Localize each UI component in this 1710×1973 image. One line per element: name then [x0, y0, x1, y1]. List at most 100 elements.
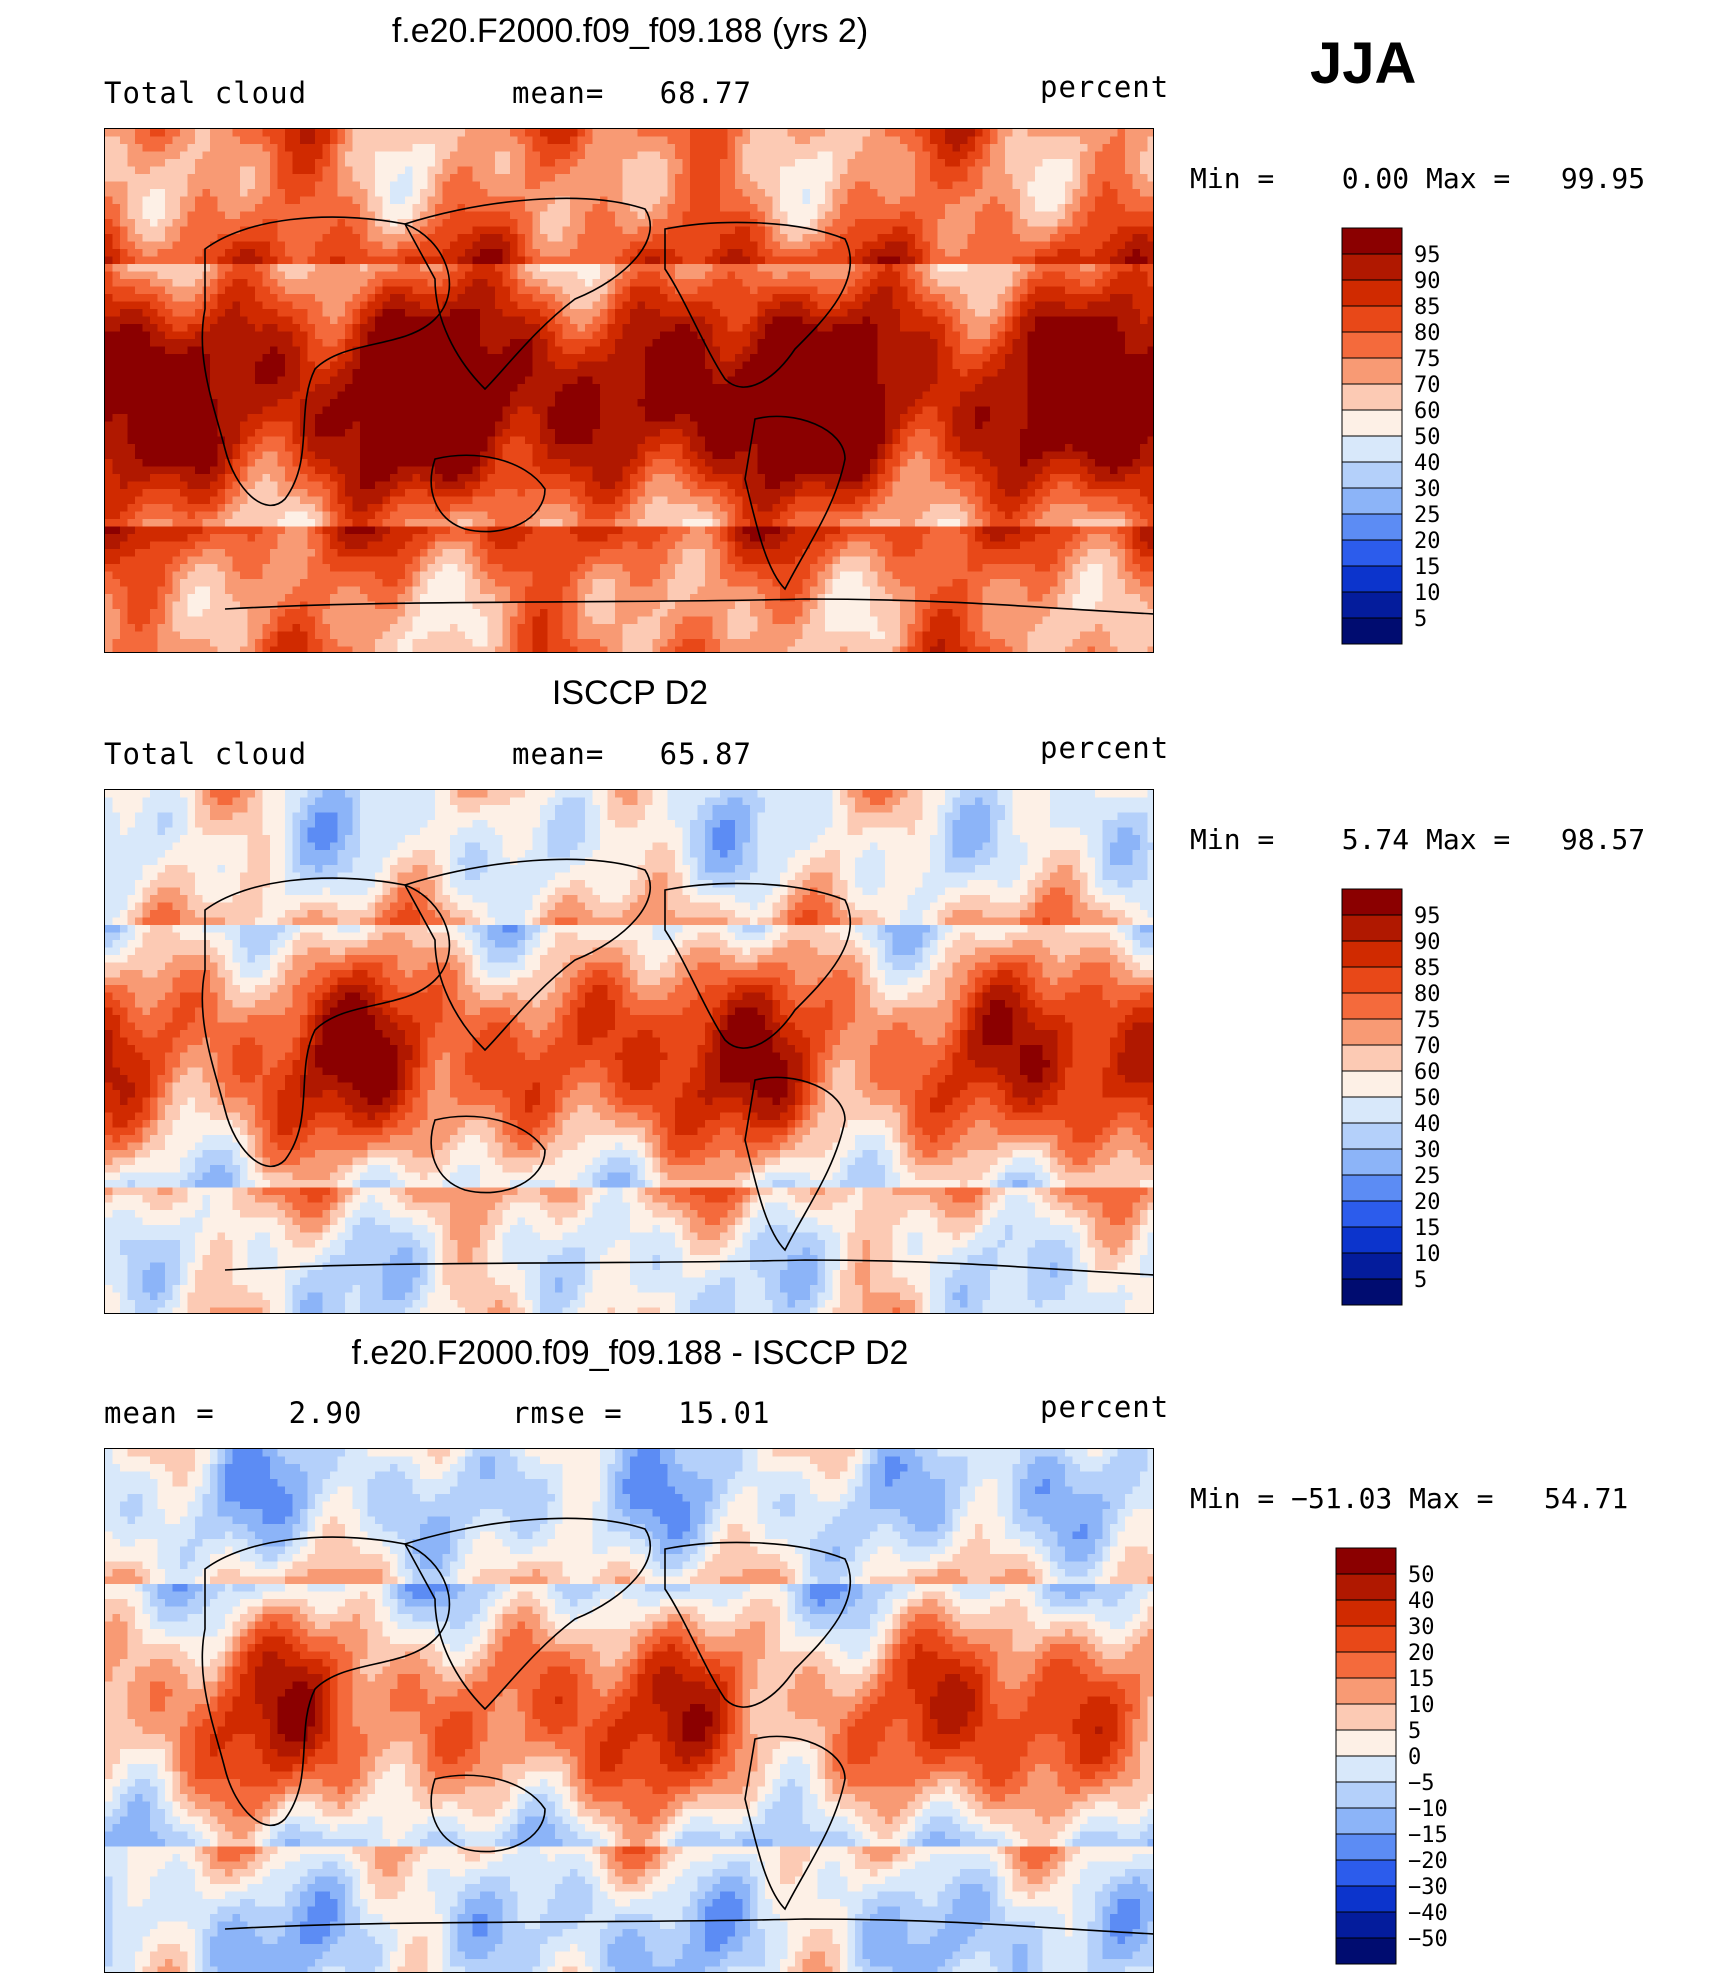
- colorbar-box: [1341, 966, 1403, 994]
- colorbar-tick-label: 25: [1414, 1164, 1441, 1189]
- colorbar-tick-label: −5: [1408, 1771, 1435, 1796]
- colorbar-tick-label: 40: [1414, 1112, 1441, 1137]
- panel-2-contour-field: [105, 790, 1153, 1313]
- colorbar-box: [1335, 1781, 1397, 1809]
- colorbar-box: [1341, 513, 1403, 541]
- panel-3-title: f.e20.F2000.f09_f09.188 - ISCCP D2: [180, 1334, 1080, 1373]
- colorbar-tick-label: 30: [1408, 1615, 1435, 1640]
- colorbar-box: [1335, 1755, 1397, 1783]
- contour-cells: [105, 129, 1153, 652]
- colorbar-tick-label: 90: [1414, 269, 1441, 294]
- colorbar-box: [1341, 888, 1403, 916]
- colorbar-tick-label: 70: [1414, 373, 1441, 398]
- coastline-outline: [224, 1259, 1153, 1276]
- colorbar-tick-label: 50: [1414, 1086, 1441, 1111]
- colorbar-box: [1341, 1174, 1403, 1202]
- coastline-outline: [201, 216, 451, 506]
- colorbar-box: [1341, 279, 1403, 307]
- colorbar-tick-label: 10: [1414, 581, 1441, 606]
- colorbar-tick-label: 20: [1414, 529, 1441, 554]
- coastline-outline: [201, 1536, 451, 1826]
- panel-3-contour-field: [105, 1449, 1153, 1972]
- colorbar-box: [1341, 1252, 1403, 1280]
- panel-1-variable-label: Total cloud: [104, 76, 307, 110]
- colorbar-box: [1335, 1911, 1397, 1939]
- colorbar-tick-label: 30: [1414, 1138, 1441, 1163]
- panel-3-units-label: percent: [1040, 1390, 1169, 1424]
- panel-1-units-label: percent: [1040, 70, 1169, 104]
- colorbar-box: [1341, 992, 1403, 1020]
- colorbar-box: [1341, 1148, 1403, 1176]
- contour-cells: [105, 1449, 1153, 1972]
- coastline-outline: [664, 1541, 852, 1708]
- colorbar-box: [1341, 591, 1403, 619]
- coastline-outline: [430, 454, 546, 533]
- colorbar-box: [1335, 1547, 1397, 1575]
- panel-3-mean-label: mean = 2.90: [104, 1396, 362, 1430]
- coastline-outline: [403, 1517, 651, 1711]
- panel-3-rmse-label: rmse = 15.01: [512, 1396, 770, 1430]
- colorbar-box: [1341, 227, 1403, 255]
- colorbar-box: [1341, 617, 1403, 645]
- colorbar-tick-label: 75: [1414, 1008, 1441, 1033]
- colorbar-tick-label: −40: [1408, 1901, 1448, 1926]
- panel-3-minmax: Min = −51.03 Max = 54.71: [1190, 1482, 1628, 1515]
- colorbar-box: [1341, 409, 1403, 437]
- colorbar-tick-label: 90: [1414, 930, 1441, 955]
- colorbar-box: [1335, 1599, 1397, 1627]
- panel-2-minmax: Min = 5.74 Max = 98.57: [1190, 823, 1645, 856]
- colorbar-tick-label: 75: [1414, 347, 1441, 372]
- colorbar-tick-label: 60: [1414, 1060, 1441, 1085]
- colorbar-tick-label: 15: [1414, 555, 1441, 580]
- colorbar-box: [1335, 1937, 1397, 1965]
- colorbar-box: [1341, 1070, 1403, 1098]
- colorbar-tick-label: 25: [1414, 503, 1441, 528]
- colorbar-box: [1341, 1044, 1403, 1072]
- panel-1-colorbar: 95 90 85 80 75 70 60 50 40 30 25 20 15 10 5: [1341, 227, 1502, 648]
- panel-1-mean-label: mean= 68.77: [512, 76, 752, 110]
- colorbar-tick-label: −30: [1408, 1875, 1448, 1900]
- colorbar-box: [1335, 1703, 1397, 1731]
- panel-2-units-label: percent: [1040, 731, 1169, 765]
- colorbar-tick-label: −20: [1408, 1849, 1448, 1874]
- colorbar-box: [1341, 1122, 1403, 1150]
- colorbar-box: [1335, 1651, 1397, 1679]
- colorbar-tick-label: 95: [1414, 243, 1441, 268]
- panel-3-map: [104, 1448, 1154, 1973]
- coastline-outline: [744, 415, 846, 591]
- colorbar-tick-label: 95: [1414, 904, 1441, 929]
- panel-2-mean-label: mean= 65.87: [512, 737, 752, 771]
- panel-2-variable-label: Total cloud: [104, 737, 307, 771]
- panel-3-colorbar: 50 40 30 20 15 10 5 0 −5 −10 −15 −20 −30 −40 −50: [1335, 1547, 1496, 1968]
- panel-1-contour-field: [105, 129, 1153, 652]
- colorbar-box: [1335, 1625, 1397, 1653]
- colorbar-tick-label: 5: [1414, 1268, 1427, 1293]
- colorbar-box: [1341, 1278, 1403, 1306]
- colorbar-tick-label: 15: [1408, 1667, 1435, 1692]
- colorbar-tick-label: −15: [1408, 1823, 1448, 1848]
- colorbar-box: [1335, 1677, 1397, 1705]
- coastline-outline: [430, 1115, 546, 1194]
- panel-1-map: [104, 128, 1154, 653]
- colorbar-tick-label: 85: [1414, 295, 1441, 320]
- colorbar-tick-label: 5: [1414, 607, 1427, 632]
- coastline-outline: [201, 877, 451, 1167]
- colorbar-box: [1341, 1200, 1403, 1228]
- season-label: JJA: [1310, 30, 1416, 97]
- colorbar-box: [1341, 539, 1403, 567]
- colorbar-tick-label: 10: [1408, 1693, 1435, 1718]
- colorbar-box: [1341, 1018, 1403, 1046]
- colorbar-tick-label: 50: [1408, 1563, 1435, 1588]
- colorbar-tick-label: 20: [1408, 1641, 1435, 1666]
- colorbar-tick-label: 60: [1414, 399, 1441, 424]
- colorbar-tick-label: 30: [1414, 477, 1441, 502]
- colorbar-box: [1341, 1096, 1403, 1124]
- colorbar-box: [1341, 331, 1403, 359]
- colorbar-tick-label: 15: [1414, 1216, 1441, 1241]
- colorbar-tick-label: −50: [1408, 1927, 1448, 1952]
- colorbar-box: [1335, 1833, 1397, 1861]
- colorbar-tick-label: 80: [1414, 321, 1441, 346]
- colorbar-box: [1341, 305, 1403, 333]
- coastline-outline: [224, 598, 1153, 615]
- colorbar-box: [1335, 1729, 1397, 1757]
